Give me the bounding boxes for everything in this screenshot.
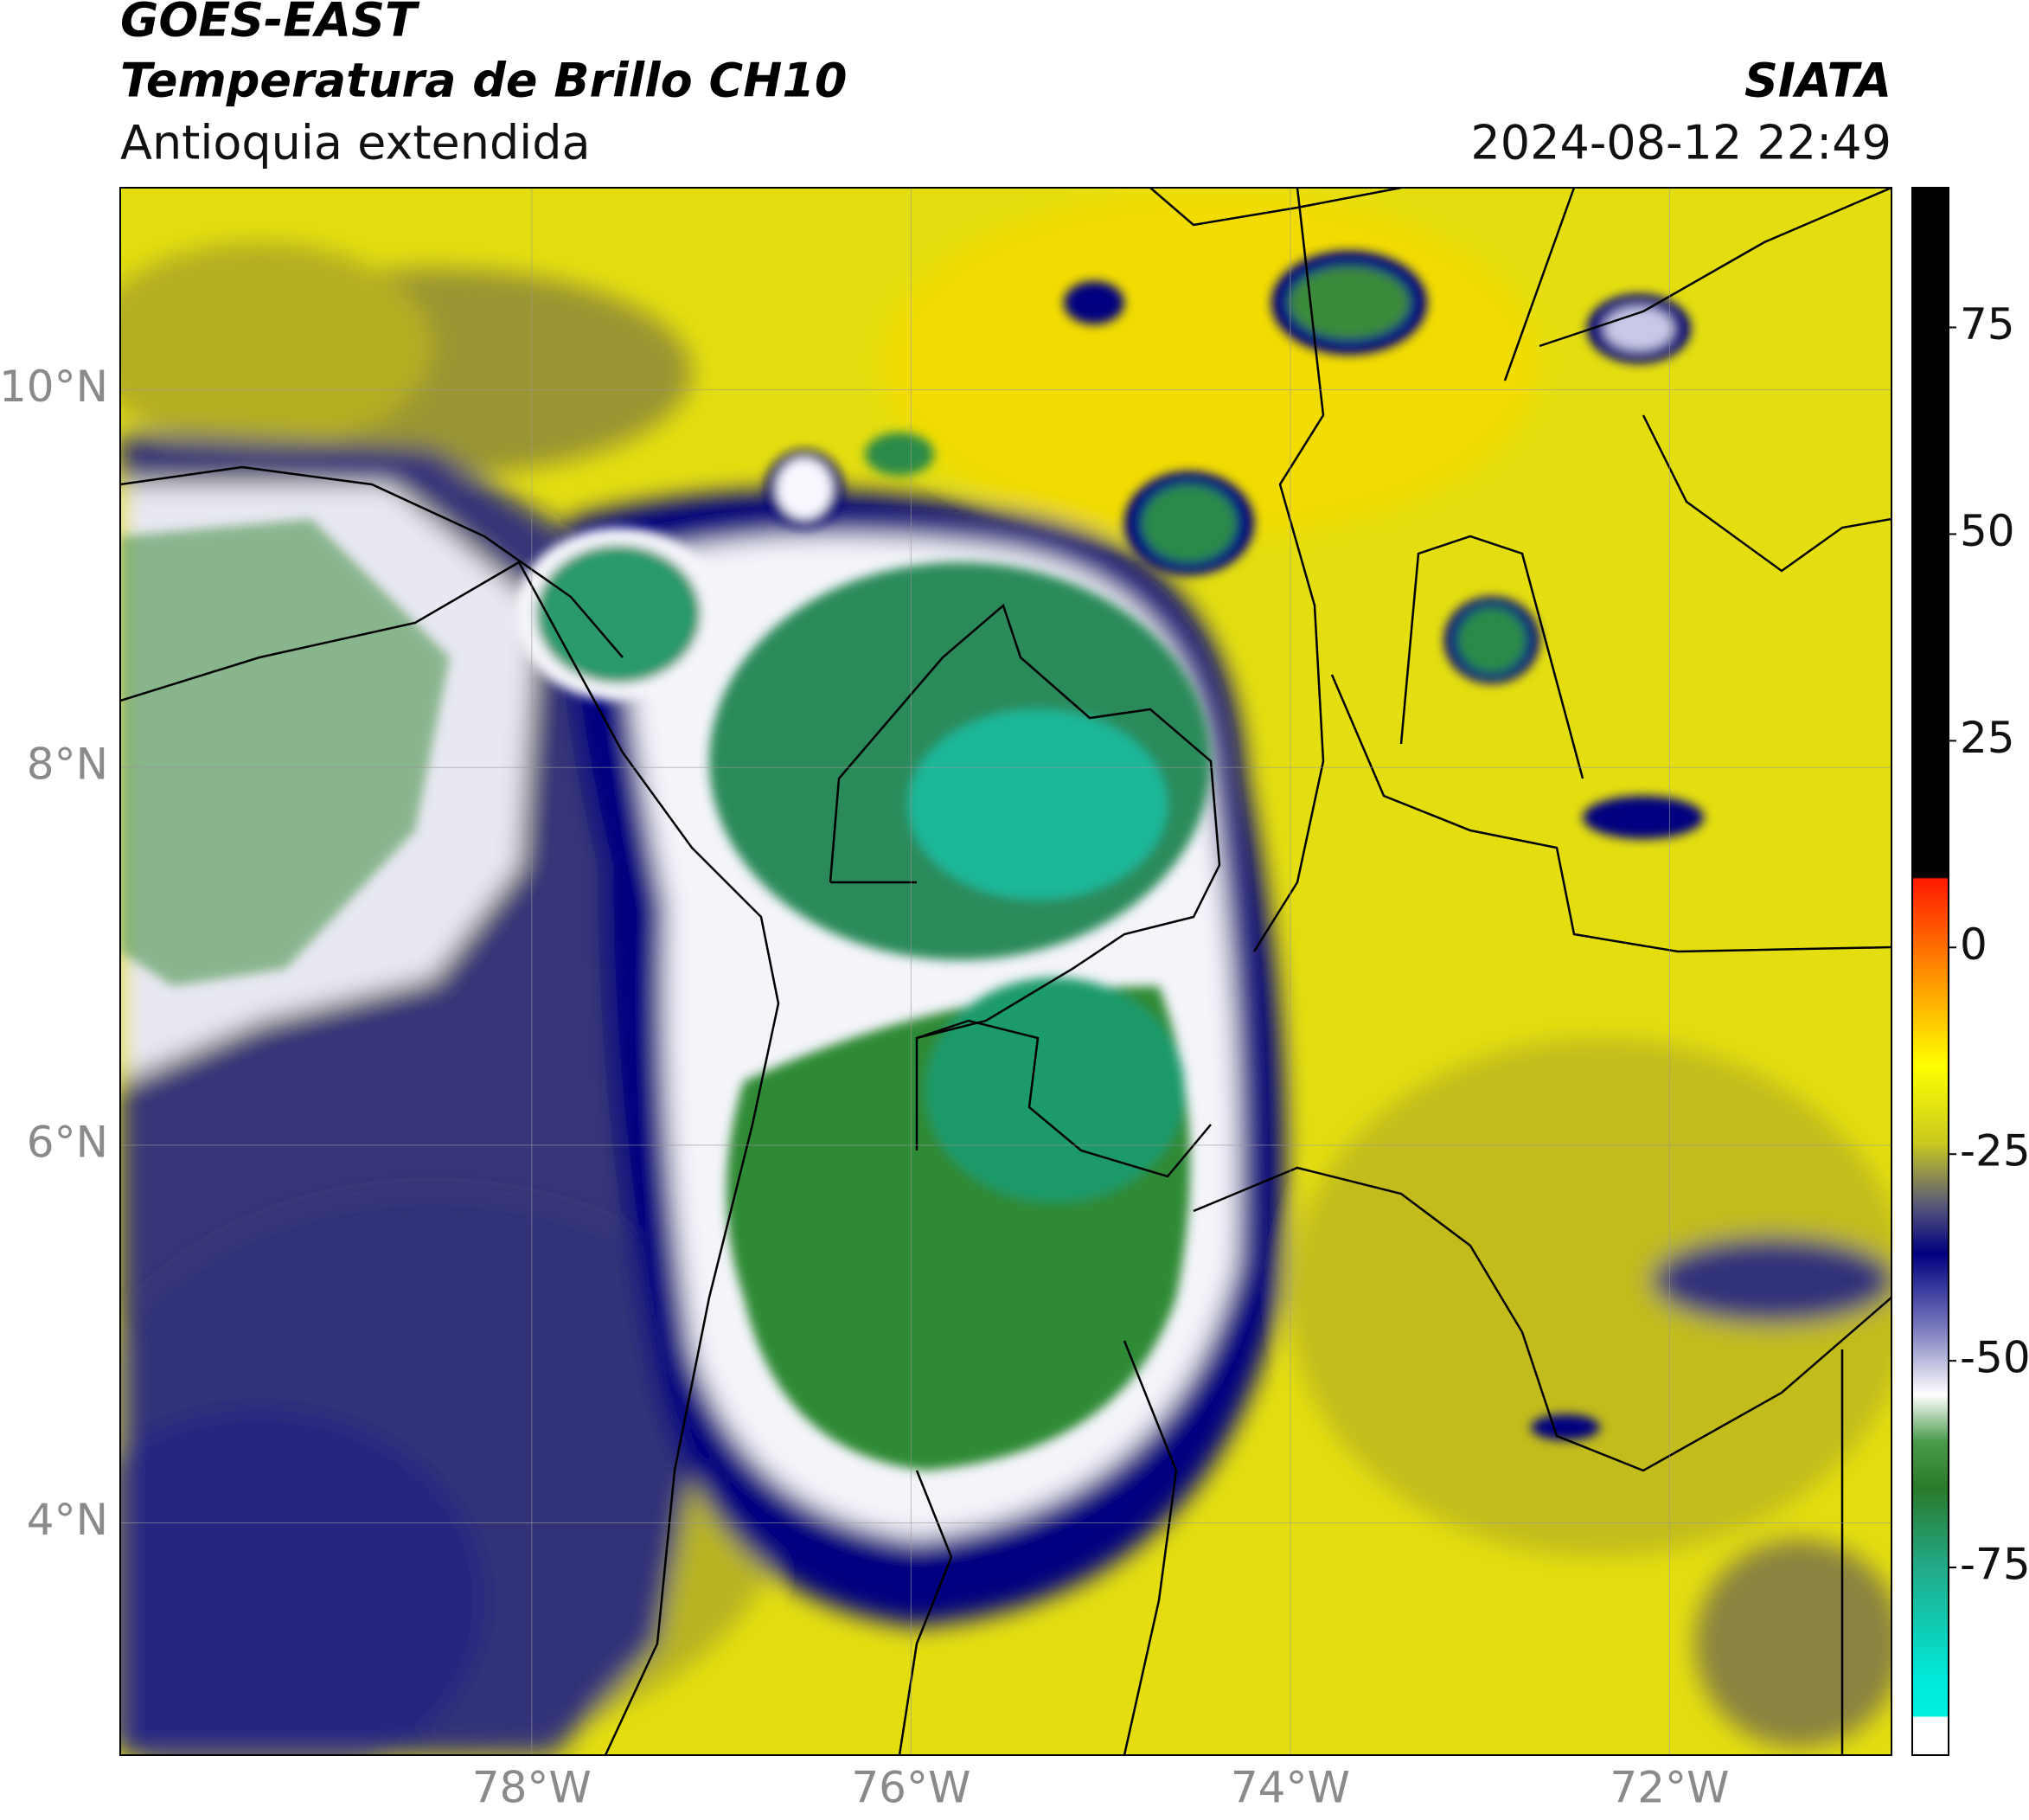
colorbar-label: -75 xyxy=(1960,1540,2029,1590)
datetime: 2024-08-12 22:49 xyxy=(1470,116,1891,170)
boundaries xyxy=(120,188,1891,1755)
lat-label: 8°N xyxy=(27,740,108,790)
colorbar xyxy=(1911,187,1949,1756)
region: Antioquia extendida xyxy=(120,116,591,170)
lat-label: 6°N xyxy=(27,1117,108,1167)
lat-label: 10°N xyxy=(0,362,108,412)
satellite: GOES-EAST xyxy=(120,0,420,48)
colorbar-label: 0 xyxy=(1960,920,1987,970)
colorbar-label: 75 xyxy=(1960,299,2015,349)
map-frame xyxy=(119,187,1892,1756)
lat-label: 4°N xyxy=(27,1495,108,1545)
source: SIATA xyxy=(1744,54,1891,108)
colorbar-label: 25 xyxy=(1960,713,2015,763)
lon-label: 78°W xyxy=(472,1763,592,1813)
satellite-image xyxy=(120,188,1891,1755)
lon-label: 72°W xyxy=(1610,1763,1729,1813)
graticule xyxy=(120,188,1891,1755)
lon-label: 76°W xyxy=(851,1763,970,1813)
colorbar-label: 50 xyxy=(1960,506,2015,556)
colorbar-label: -25 xyxy=(1960,1126,2029,1176)
product: Temperatura de Brillo CH10 xyxy=(120,54,848,108)
lon-label: 74°W xyxy=(1231,1763,1350,1813)
colorbar-label: -50 xyxy=(1960,1333,2029,1383)
